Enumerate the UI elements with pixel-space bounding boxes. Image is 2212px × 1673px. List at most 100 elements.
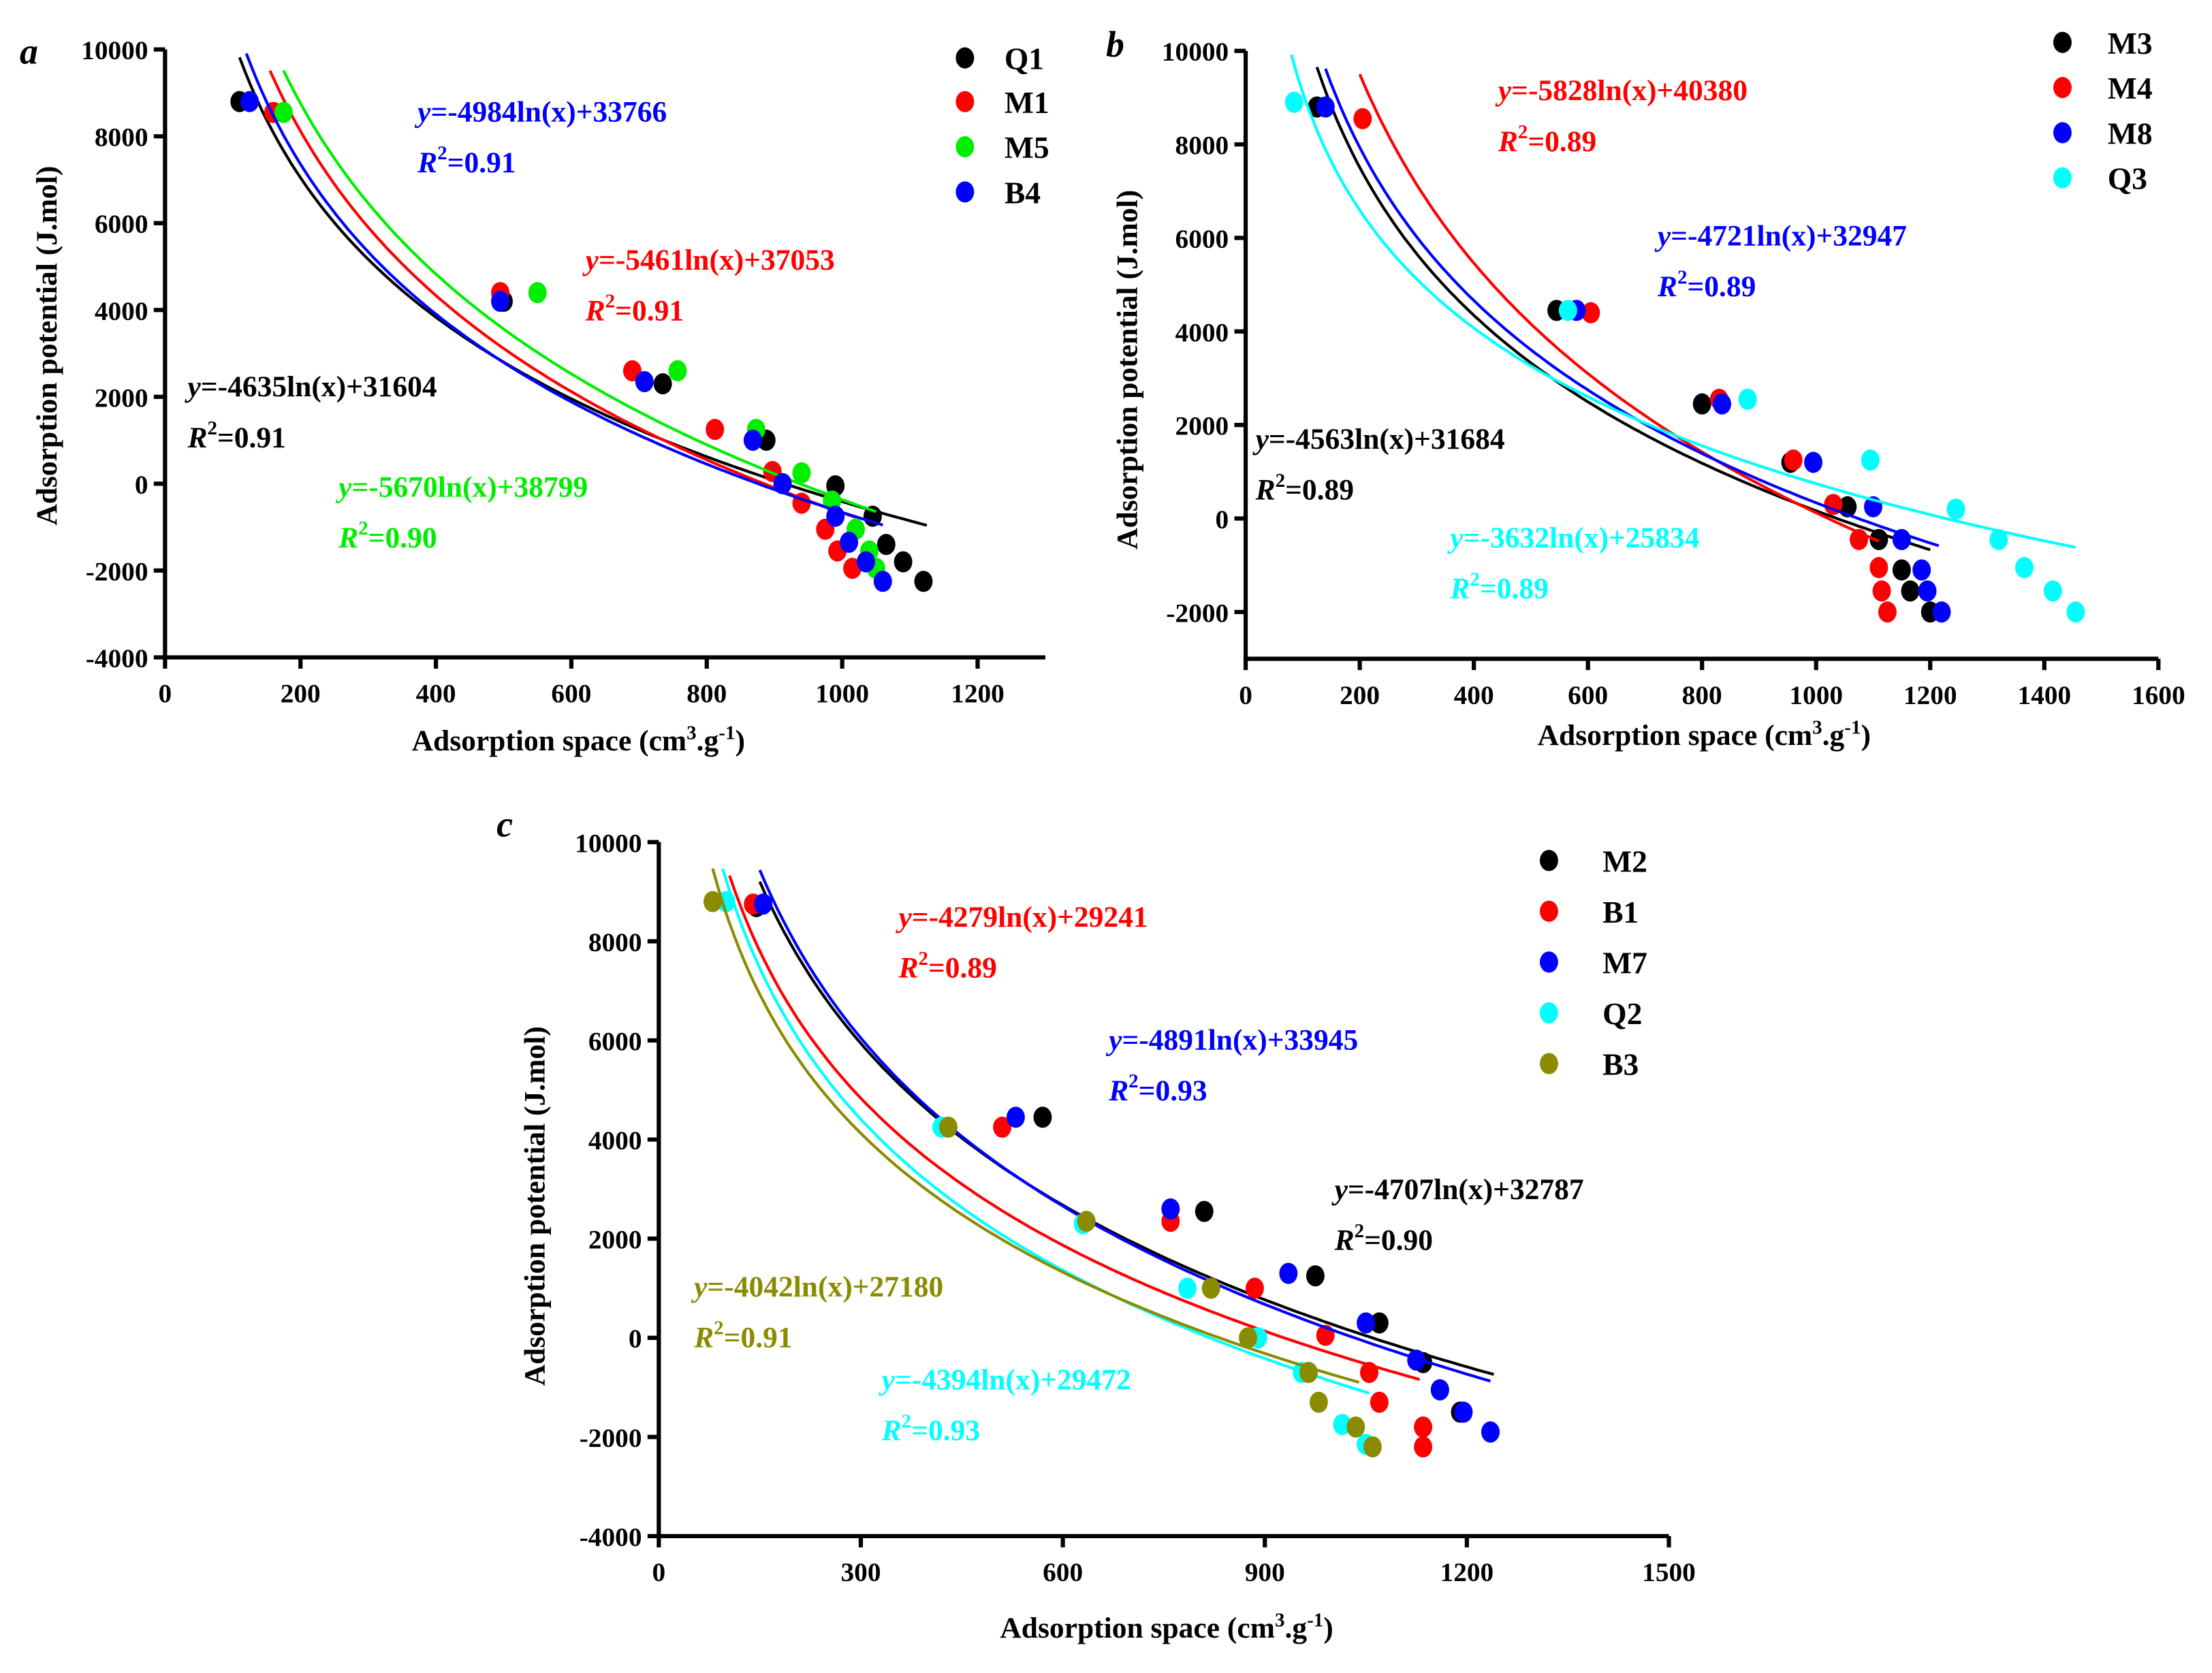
superscript: 2: [1677, 267, 1688, 289]
equation-text: =-4891ln(x)+33945: [1122, 1023, 1358, 1056]
legend-marker-M4: [2053, 77, 2072, 99]
r-symbol: R: [585, 294, 605, 327]
data-point-M2: [1370, 1312, 1389, 1334]
data-point-M5: [528, 282, 547, 304]
x-tick-label: 1200: [951, 679, 1005, 709]
equation-label-Q3: y=-3632ln(x)+25834: [1447, 522, 1699, 554]
legend-label-B4: B4: [1005, 175, 1041, 210]
data-point-Q3: [1558, 300, 1577, 321]
fit-curve-M8: [1324, 68, 1940, 547]
y-tick-label: 8000: [1175, 131, 1229, 161]
y-tick-label: 2000: [1175, 411, 1229, 441]
y-tick-label: 4000: [588, 1126, 642, 1156]
equation-text: =-4279ln(x)+29241: [912, 901, 1148, 934]
data-point-M4: [1878, 601, 1897, 623]
legend-marker-M2: [1539, 850, 1558, 872]
equation-text: =-5461ln(x)+37053: [599, 244, 835, 276]
data-point-Q3: [1946, 498, 1965, 520]
r-squared-label-M7: R2=0.93: [1108, 1070, 1207, 1107]
data-point-B4: [240, 91, 259, 112]
y-tick-label: -2000: [86, 556, 148, 586]
x-axis-title-text: ): [735, 724, 745, 757]
equation-label-M1: y=-5461ln(x)+37053: [582, 244, 835, 276]
superscript: 3: [1812, 716, 1822, 738]
data-point-Q3: [1861, 449, 1880, 471]
y-tick-label: 8000: [95, 123, 148, 153]
equation-y: y: [414, 95, 431, 128]
data-point-M4: [1581, 302, 1600, 323]
equation-y: y: [1252, 423, 1269, 456]
x-tick-label: 1200: [1903, 680, 1957, 710]
fit-curve-M2: [758, 880, 1494, 1376]
data-point-M8: [1892, 528, 1911, 550]
r-squared-value: =0.90: [368, 522, 437, 554]
y-tick-label: 4000: [1175, 317, 1229, 347]
r-squared-label-Q1: R2=0.91: [187, 417, 286, 454]
data-point-Q3: [2066, 601, 2085, 623]
data-point-Q2: [1333, 1414, 1352, 1435]
y-tick-label: 6000: [1175, 224, 1229, 254]
fit-curve-B1: [728, 875, 1421, 1381]
data-point-Q2: [1178, 1277, 1197, 1299]
equation-y: y: [1654, 220, 1671, 253]
equation-text: =-4394ln(x)+29472: [895, 1364, 1131, 1397]
series-M7: [754, 869, 1500, 1443]
r-symbol: R: [1657, 270, 1677, 303]
x-tick-label: 0: [159, 679, 172, 709]
superscript: 2: [714, 1318, 724, 1339]
x-axis-title-text: .g: [1822, 719, 1845, 752]
equation-label-M7: y=-4891ln(x)+33945: [1105, 1023, 1358, 1056]
r-squared-value: =0.90: [1364, 1224, 1433, 1256]
x-axis-title-text: .g: [1284, 1612, 1307, 1644]
data-point-M7: [1481, 1421, 1500, 1443]
legend-marker-M8: [2053, 122, 2072, 144]
data-point-M7: [754, 893, 773, 915]
data-point-M4: [1869, 557, 1889, 579]
y-tick-label: 0: [629, 1324, 642, 1354]
data-point-B4: [856, 551, 875, 573]
fit-curve-M5: [282, 69, 877, 513]
superscript: 2: [208, 417, 218, 439]
legend-label-M7: M7: [1602, 945, 1647, 980]
r-symbol: R: [187, 421, 208, 454]
superscript: -1: [1844, 716, 1861, 738]
equation-label-B3: y=-4042ln(x)+27180: [691, 1271, 943, 1303]
fit-curve-M4: [1358, 74, 1880, 543]
data-point-M7: [1279, 1262, 1298, 1284]
superscript: 2: [605, 291, 616, 313]
series-B4: [240, 52, 892, 592]
x-tick-label: 0: [652, 1557, 666, 1587]
data-point-B4: [873, 571, 892, 592]
data-point-B3: [1346, 1416, 1365, 1438]
data-point-M3: [1901, 580, 1920, 602]
panel-c: 0 300 600 900 1200 1500 -4000 -2000 0 2000 4000 600…: [496, 804, 1696, 1645]
legend-marker-M3: [2053, 31, 2072, 53]
data-point-M3: [1869, 528, 1889, 550]
data-point-Q3: [1284, 91, 1304, 113]
equation-text: =-4042ln(x)+27180: [707, 1271, 943, 1303]
data-point-M7: [1006, 1106, 1025, 1128]
x-axis-title: Adsorption space (cm3.g-1): [412, 722, 745, 758]
equation-y: y: [335, 471, 352, 503]
data-point-M2: [1195, 1200, 1214, 1222]
data-point-B3: [939, 1116, 958, 1138]
superscript: -1: [1307, 1610, 1323, 1631]
r-squared-value: =0.91: [217, 421, 286, 454]
r-squared-label-B3: R2=0.91: [693, 1318, 792, 1354]
r-squared-label-M8: R2=0.89: [1657, 267, 1756, 304]
data-point-Q1: [653, 373, 672, 395]
data-point-B3: [1201, 1277, 1220, 1299]
equation-y: y: [1331, 1173, 1348, 1206]
data-point-B1: [1370, 1391, 1389, 1413]
x-tick-label: 600: [1568, 680, 1608, 710]
equation-y: y: [896, 901, 913, 934]
data-point-B3: [1239, 1327, 1257, 1349]
y-tick-label: -2000: [580, 1423, 642, 1453]
r-squared-label-M3: R2=0.89: [1255, 470, 1354, 507]
legend-label-M1: M1: [1005, 85, 1049, 120]
data-point-B4: [773, 473, 792, 494]
data-point-Q3: [2043, 580, 2062, 602]
x-tick-label: 1000: [1789, 680, 1843, 710]
x-tick-label: 400: [1454, 680, 1494, 710]
r-squared-label-M4: R2=0.89: [1498, 121, 1596, 158]
